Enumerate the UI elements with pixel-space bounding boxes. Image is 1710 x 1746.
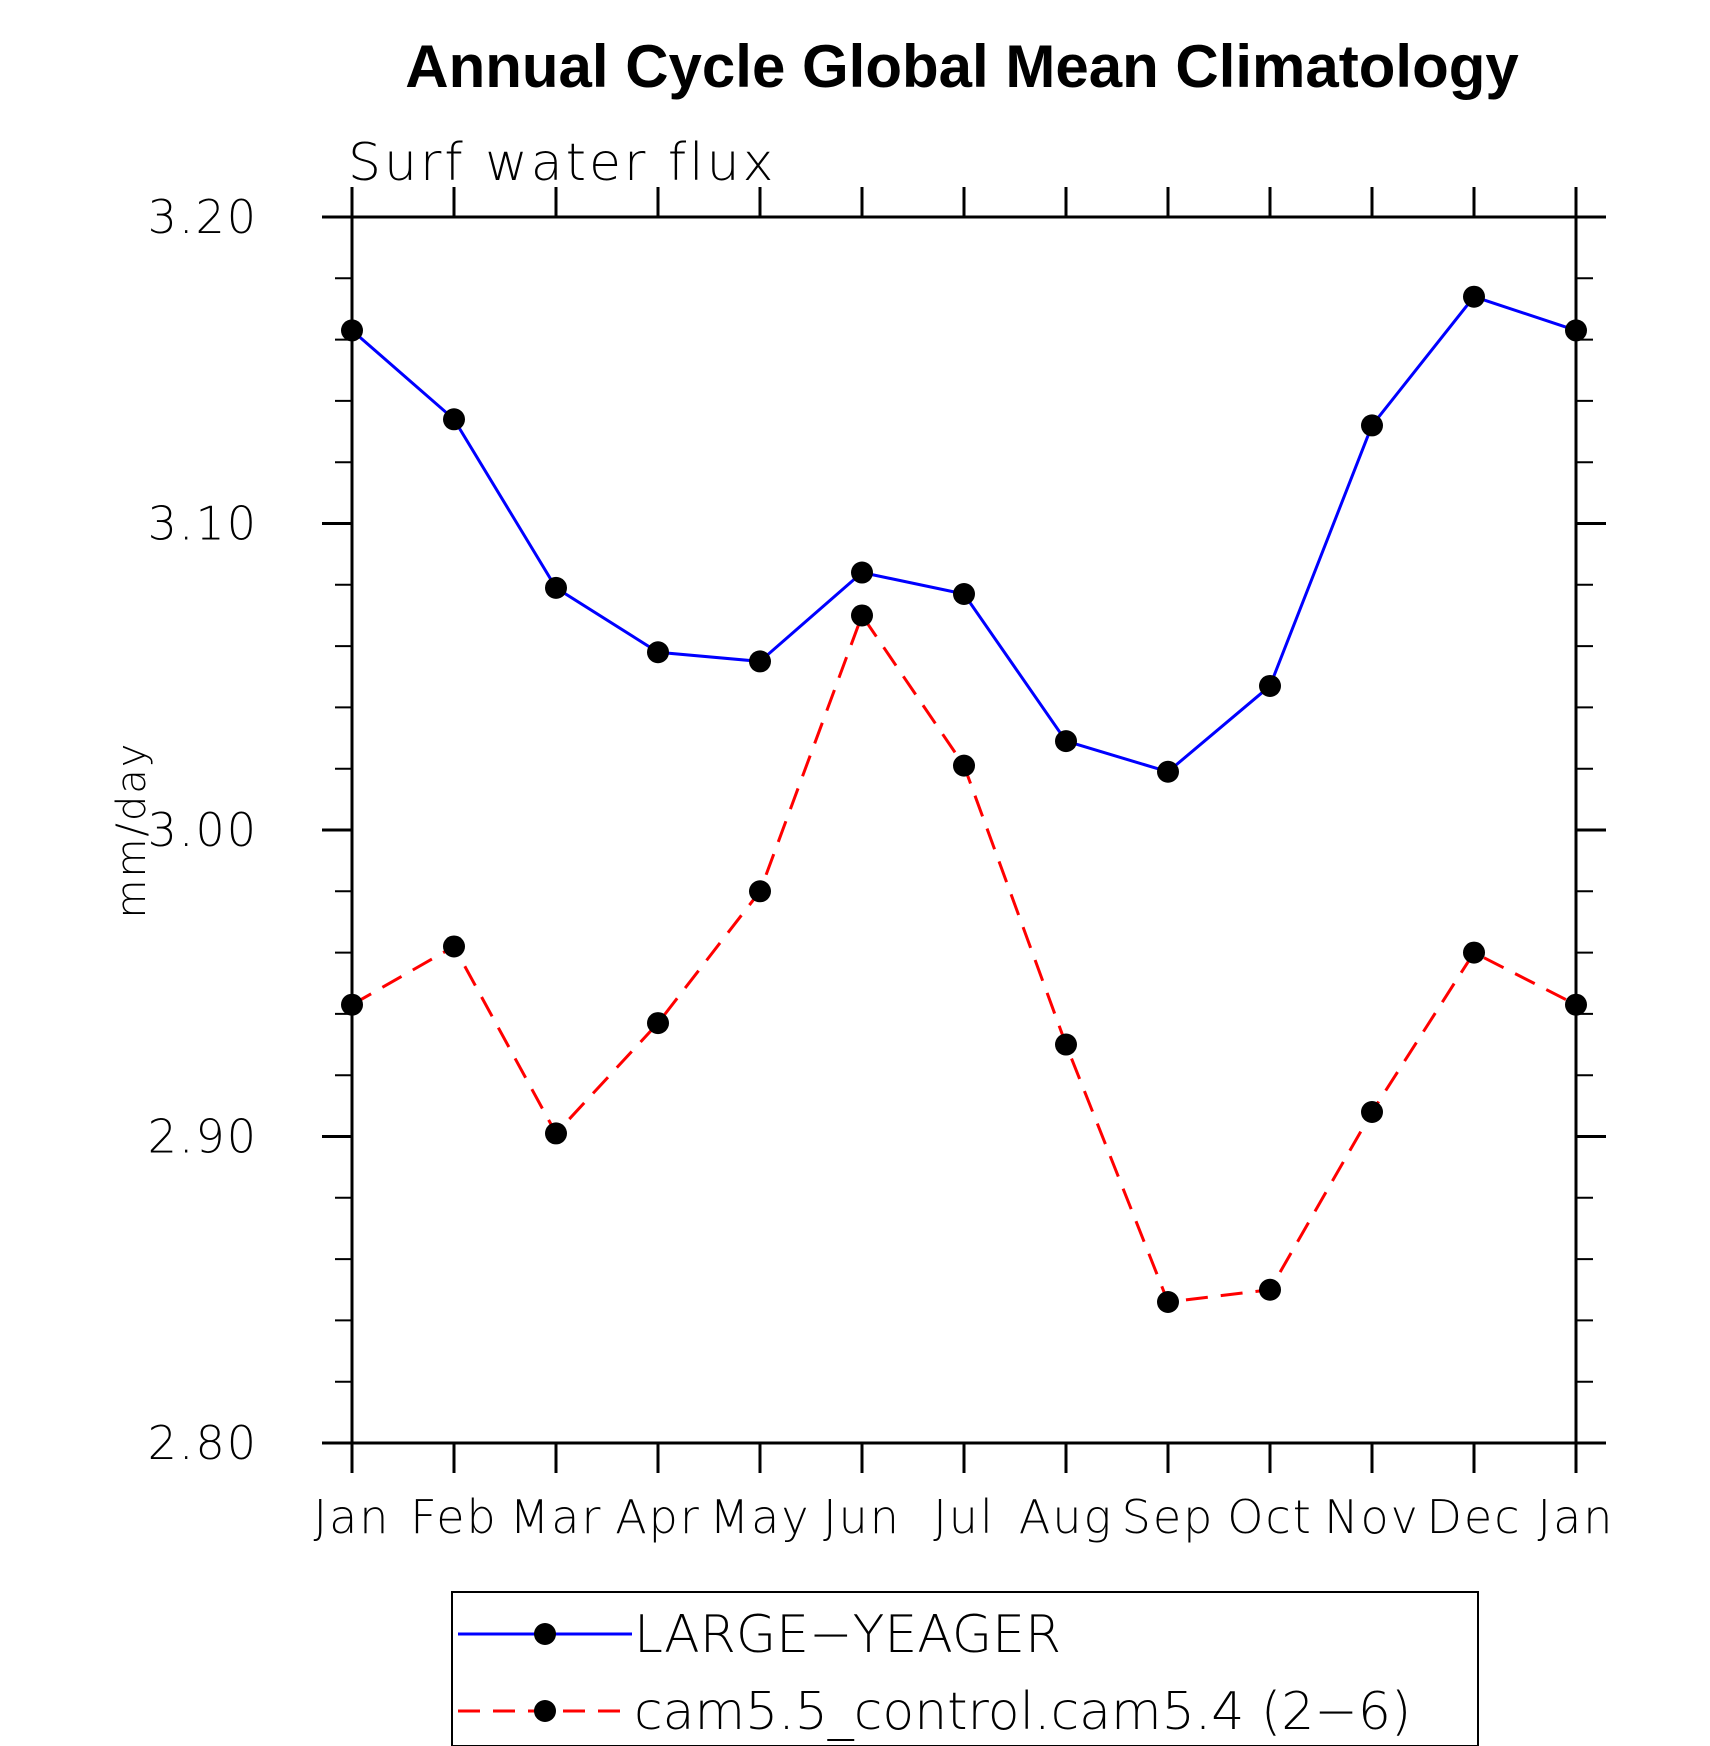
y-axis-label: mm/day: [109, 742, 155, 919]
legend-label-large-yeager: LARGE−YEAGER: [634, 1605, 1061, 1665]
data-point: [545, 1122, 567, 1145]
data-point: [953, 754, 975, 777]
data-point: [851, 561, 873, 584]
data-point: [1259, 1278, 1281, 1301]
data-point: [341, 993, 363, 1016]
x-tick-label: Jan: [1538, 1490, 1615, 1544]
x-tick-label: Dec: [1426, 1490, 1521, 1544]
y-tick-label: 3.00: [148, 803, 258, 857]
x-tick-label: Jun: [823, 1490, 901, 1544]
data-point: [749, 880, 771, 903]
data-point: [647, 641, 669, 664]
y-tick-label: 2.90: [148, 1110, 258, 1164]
data-point: [1259, 674, 1281, 697]
series-1: [341, 604, 1587, 1314]
legend: LARGE−YEAGER cam5.5_control.cam5.4 (2−6): [451, 1591, 1479, 1746]
data-point: [443, 408, 465, 431]
data-point: [1055, 1033, 1077, 1056]
legend-marker-large-yeager: [534, 1623, 556, 1645]
data-point: [749, 650, 771, 673]
x-tick-label: Oct: [1227, 1490, 1313, 1544]
chart-subtitle: Surf water flux: [348, 133, 776, 193]
chart-title: Annual Cycle Global Mean Climatology: [405, 33, 1519, 100]
data-point: [851, 604, 873, 627]
x-tick-label: Feb: [410, 1490, 497, 1544]
legend-marker-cam5: [534, 1700, 556, 1722]
x-tick-label: Jan: [314, 1490, 391, 1544]
y-tick-label: 3.10: [148, 497, 258, 551]
x-tick-label: Apr: [615, 1490, 701, 1544]
data-point: [1157, 1291, 1179, 1314]
x-tick-label: Aug: [1019, 1490, 1113, 1544]
series-line: [351, 294, 1577, 774]
data-point: [1361, 1100, 1383, 1123]
data-point: [1157, 760, 1179, 783]
x-tick-label: Sep: [1122, 1490, 1215, 1544]
x-tick-label: May: [709, 1490, 810, 1544]
y-tick-label: 2.80: [148, 1416, 258, 1470]
y-tick-label: 3.20: [148, 190, 258, 244]
x-tick-labels: Jan Feb Mar Apr May Jun Jul Aug Sep Oct Nov Dec Jan: [314, 1490, 1615, 1544]
axis-ticks: [322, 187, 1606, 1473]
x-tick-label: Jul: [933, 1490, 995, 1544]
series-layer: [341, 285, 1587, 1314]
data-point: [1565, 319, 1587, 342]
series-line: [351, 612, 1577, 1304]
x-tick-label: Nov: [1324, 1490, 1420, 1544]
x-tick-label: Mar: [510, 1490, 603, 1544]
series-0: [341, 285, 1587, 783]
data-point: [1565, 993, 1587, 1016]
data-point: [1463, 285, 1485, 308]
data-point: [545, 576, 567, 599]
data-point: [1463, 941, 1485, 964]
plot-frame: [350, 215, 1578, 1445]
data-point: [443, 935, 465, 958]
y-tick-labels: 3.20 3.10 3.00 2.90 2.80: [148, 190, 258, 1470]
data-point: [1361, 414, 1383, 437]
data-point: [1055, 730, 1077, 753]
legend-box: [451, 1591, 1479, 1746]
data-point: [647, 1012, 669, 1035]
data-point: [953, 582, 975, 605]
legend-label-cam5: cam5.5_control.cam5.4 (2−6): [634, 1682, 1411, 1742]
data-point: [341, 319, 363, 342]
